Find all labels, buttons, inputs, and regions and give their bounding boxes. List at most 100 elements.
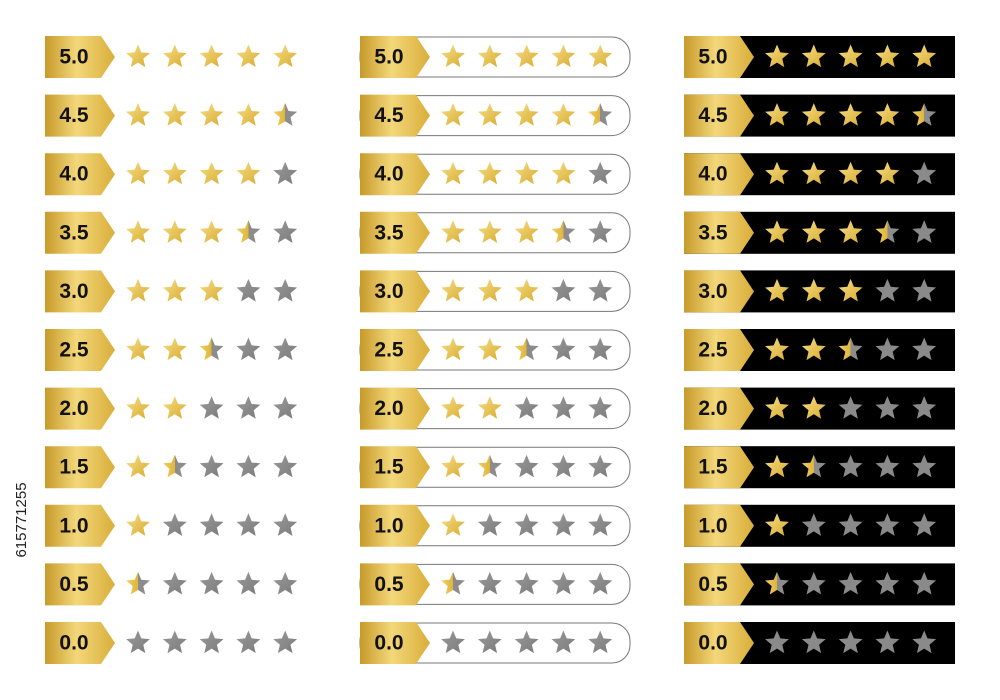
star	[273, 396, 298, 419]
badge	[360, 270, 430, 313]
star	[236, 396, 261, 419]
star	[838, 571, 863, 595]
star	[765, 103, 789, 126]
star	[838, 161, 863, 185]
badge	[684, 563, 754, 606]
star	[273, 337, 298, 361]
badge	[684, 387, 754, 430]
star	[838, 103, 863, 126]
star	[838, 278, 863, 302]
star	[273, 454, 298, 478]
star	[838, 396, 863, 419]
star	[162, 630, 187, 654]
star	[441, 630, 465, 654]
star	[588, 396, 613, 419]
star	[441, 278, 465, 302]
star	[236, 454, 261, 478]
rating-label: 1.0	[698, 514, 727, 537]
star	[441, 161, 465, 185]
star	[801, 454, 826, 478]
star	[765, 630, 789, 654]
star	[441, 220, 465, 243]
star	[477, 396, 502, 419]
star	[551, 396, 576, 419]
star	[477, 513, 502, 536]
star	[551, 337, 576, 361]
star	[801, 630, 826, 654]
star	[514, 630, 539, 654]
star	[912, 454, 937, 478]
star	[199, 396, 224, 419]
star	[765, 571, 789, 595]
star	[126, 44, 150, 68]
badge	[45, 36, 115, 78]
star	[875, 44, 900, 68]
rating-label: 1.0	[374, 514, 403, 537]
star	[477, 161, 502, 185]
star	[551, 278, 576, 302]
star	[126, 630, 150, 654]
star	[273, 220, 298, 243]
star	[588, 44, 613, 68]
badge	[684, 622, 754, 664]
rating-label: 0.0	[59, 632, 88, 655]
rating-label: 3.0	[59, 280, 88, 303]
star	[126, 396, 150, 419]
star	[441, 103, 465, 126]
star	[514, 103, 539, 126]
star	[875, 454, 900, 478]
star	[801, 571, 826, 595]
star	[477, 44, 502, 68]
star	[162, 220, 187, 243]
star	[912, 278, 937, 302]
star	[551, 220, 576, 243]
badge	[360, 94, 430, 137]
star	[765, 454, 789, 478]
badge	[684, 94, 754, 137]
star	[514, 454, 539, 478]
star	[838, 454, 863, 478]
rating-label: 1.5	[59, 456, 89, 479]
badge	[45, 153, 115, 196]
star	[199, 161, 224, 185]
star	[236, 161, 261, 185]
star	[199, 337, 224, 361]
star	[588, 513, 613, 536]
star	[765, 513, 789, 536]
rating-label: 5.0	[374, 46, 403, 69]
star	[838, 513, 863, 536]
star	[514, 278, 539, 302]
badge	[45, 94, 115, 137]
star	[875, 571, 900, 595]
badge	[45, 329, 115, 371]
badge	[360, 329, 430, 371]
star	[514, 44, 539, 68]
rating-label: 2.5	[59, 339, 89, 362]
star	[551, 630, 576, 654]
star	[875, 337, 900, 361]
badge	[360, 504, 430, 547]
badge	[684, 504, 754, 547]
star	[838, 337, 863, 361]
star	[126, 513, 150, 536]
star	[162, 337, 187, 361]
rating-label: 4.0	[698, 163, 727, 186]
star	[273, 44, 298, 68]
star	[765, 220, 789, 243]
star	[273, 278, 298, 302]
star	[236, 513, 261, 536]
star	[801, 337, 826, 361]
rating-label: 4.0	[374, 163, 403, 186]
star	[236, 103, 261, 126]
star	[273, 513, 298, 536]
rating-label: 2.0	[59, 397, 88, 420]
star	[875, 630, 900, 654]
badge	[360, 153, 430, 196]
star	[765, 278, 789, 302]
star	[162, 396, 187, 419]
star	[199, 571, 224, 595]
rating-label: 3.0	[698, 280, 727, 303]
star	[801, 396, 826, 419]
star	[514, 571, 539, 595]
rating-label: 1.0	[59, 514, 88, 537]
